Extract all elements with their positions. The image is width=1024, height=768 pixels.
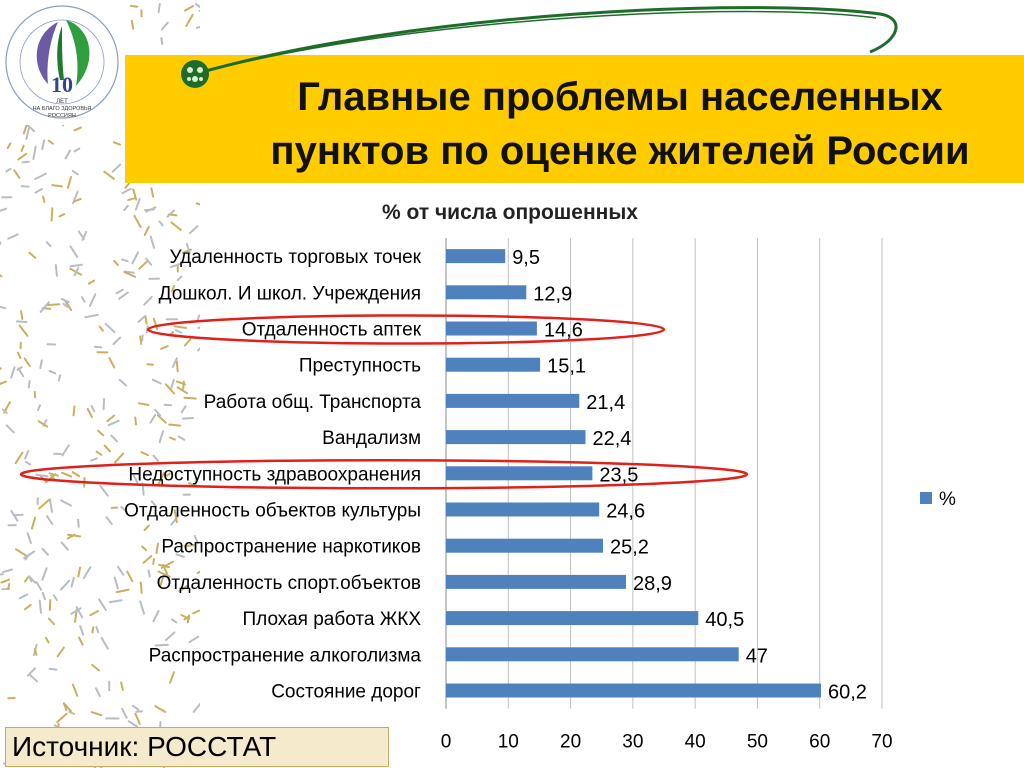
chart-bars: Удаленность торговых точек 9,5 Дошкол. И ш… xyxy=(124,247,867,703)
title-band xyxy=(125,55,1024,183)
bar xyxy=(446,393,580,408)
x-tick-label: 20 xyxy=(560,732,581,753)
category-label: Удаленность торговых точек xyxy=(170,247,422,268)
data-label: 21,4 xyxy=(586,392,625,414)
data-label: 47 xyxy=(746,645,768,667)
category-label: Отдаленность спорт.объектов xyxy=(157,573,421,594)
bar xyxy=(446,430,586,445)
logo: 10 ЛЕТ НА БЛАГО ЗДОРОВЬЯ РОССИЯН xyxy=(0,0,125,125)
chart-legend: % xyxy=(920,489,956,510)
bar xyxy=(446,683,821,698)
bar xyxy=(446,357,541,372)
data-label: 24,6 xyxy=(606,501,645,523)
bar xyxy=(446,466,593,481)
bar xyxy=(446,574,626,589)
category-label: Преступность xyxy=(299,356,421,377)
data-label: 22,4 xyxy=(593,428,632,450)
category-label: Плохая работа ЖКХ xyxy=(242,609,421,630)
logo-caption-1: ЛЕТ xyxy=(56,99,68,105)
data-label: 28,9 xyxy=(633,573,672,595)
x-tick-label: 60 xyxy=(809,732,830,753)
logo-caption-3: РОССИЯН xyxy=(48,113,76,119)
logo-caption-2: НА БЛАГО ЗДОРОВЬЯ xyxy=(33,106,92,112)
bar xyxy=(446,249,506,264)
source-label: Источник: РОССТАТ xyxy=(12,731,277,762)
legend-swatch xyxy=(920,492,932,504)
source-box: Источник: РОССТАТ xyxy=(5,727,389,767)
chart-highlights xyxy=(19,314,749,490)
title-line-2: пунктов по оценке жителей России xyxy=(270,129,970,173)
category-label: Распространение алкоголизма xyxy=(149,645,422,666)
category-label: Работа общ. Транспорта xyxy=(204,392,422,413)
category-label: Недоступность здравоохранения xyxy=(128,464,421,485)
data-label: 40,5 xyxy=(705,609,744,631)
category-label: Вандализм xyxy=(322,428,421,449)
x-tick-label: 50 xyxy=(747,732,768,753)
bar xyxy=(446,611,699,626)
bar xyxy=(446,285,527,300)
data-label: 23,5 xyxy=(599,464,638,486)
page-title: Главные проблемы населенных пунктов по о… xyxy=(230,70,1010,178)
category-label: Распространение наркотиков xyxy=(161,537,421,558)
chart-title: % от числа опрошенных xyxy=(382,201,638,224)
data-label: 25,2 xyxy=(610,537,649,559)
bar xyxy=(446,538,603,553)
x-tick-label: 30 xyxy=(622,732,643,753)
data-label: 14,6 xyxy=(544,320,583,342)
x-tick-label: 40 xyxy=(685,732,706,753)
category-label: Дошкол. И школ. Учреждения xyxy=(159,283,421,304)
data-label: 60,2 xyxy=(828,682,867,704)
bar xyxy=(446,502,600,517)
logo-number: 10 xyxy=(51,72,73,97)
highlight-ellipse xyxy=(19,459,749,490)
category-label: Отдаленность аптек xyxy=(242,320,422,341)
title-line-1: Главные проблемы населенных xyxy=(297,75,943,119)
category-label: Состояние дорог xyxy=(271,682,421,703)
chart-gridlines: 0 10 20 30 40 50 60 70 xyxy=(441,238,893,753)
data-label: 12,9 xyxy=(533,283,572,305)
highlight-ellipse xyxy=(146,314,666,345)
bar xyxy=(446,321,537,336)
x-tick-label: 10 xyxy=(498,732,519,753)
x-tick-label: 70 xyxy=(871,732,892,753)
x-tick-label: 0 xyxy=(441,732,452,753)
bar xyxy=(446,647,739,662)
data-label: 9,5 xyxy=(512,247,540,269)
legend-label: % xyxy=(939,489,956,510)
category-label: Отдаленность объектов культуры xyxy=(124,501,421,522)
data-label: 15,1 xyxy=(547,356,586,378)
